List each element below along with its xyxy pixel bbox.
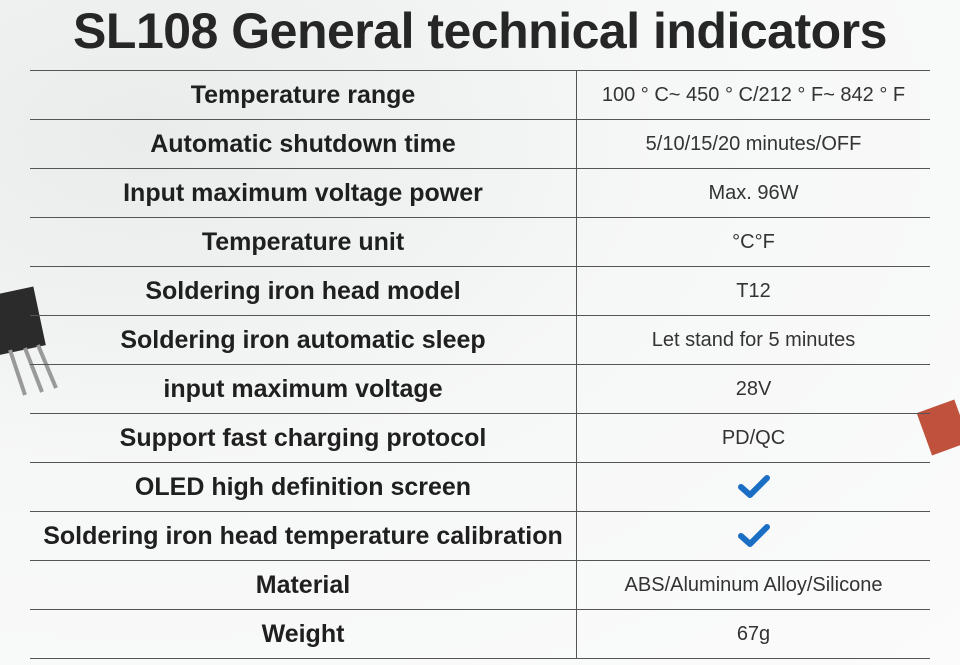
table-row: Material ABS/Aluminum Alloy/Silicone (30, 561, 930, 610)
row-value: T12 (736, 279, 771, 302)
row-value: ABS/Aluminum Alloy/Silicone (624, 573, 883, 596)
row-label: Temperature unit (30, 218, 577, 266)
table-row: OLED high definition screen (30, 463, 930, 512)
table-row: Support fast charging protocol PD/QC (30, 414, 930, 463)
check-icon (737, 524, 770, 547)
table-row: Weight 67g (30, 610, 930, 659)
spec-table: Temperature range 100 ° C~ 450 ° C/212 ° … (30, 70, 930, 659)
table-row: input maximum voltage 28V (30, 365, 930, 414)
row-label: Input maximum voltage power (30, 169, 577, 217)
title: SL108 General technical indicators (73, 3, 887, 59)
row-label: input maximum voltage (30, 365, 577, 413)
table-row: Input maximum voltage power Max. 96W (30, 169, 930, 218)
row-label: Soldering iron automatic sleep (30, 316, 577, 364)
row-value: °C°F (732, 230, 775, 253)
table-row: Temperature range 100 ° C~ 450 ° C/212 ° … (30, 71, 930, 120)
row-label: Soldering iron head temperature calibrat… (30, 512, 577, 560)
row-value: 5/10/15/20 minutes/OFF (645, 132, 862, 155)
table-row: Temperature unit °C°F (30, 218, 930, 267)
row-label: Material (30, 561, 577, 609)
row-value (577, 512, 930, 560)
row-value: PD/QC (721, 426, 786, 449)
table-row: Automatic shutdown time 5/10/15/20 minute… (30, 120, 930, 169)
row-label: Automatic shutdown time (30, 120, 577, 168)
row-label: Support fast charging protocol (30, 414, 577, 462)
transistor-image (0, 286, 58, 396)
row-value: 100 ° C~ 450 ° C/212 ° F~ 842 ° F (601, 83, 906, 106)
row-label: OLED high definition screen (30, 463, 577, 511)
row-value: 28V (735, 377, 772, 400)
table-row: Soldering iron head temperature calibrat… (30, 512, 930, 561)
row-label: Soldering iron head model (30, 267, 577, 315)
check-icon (737, 475, 770, 498)
row-value: Let stand for 5 minutes (651, 328, 856, 351)
row-label: Weight (30, 610, 577, 658)
table-row: Soldering iron head model T12 (30, 267, 930, 316)
row-value (577, 463, 930, 511)
row-value: Max. 96W (708, 181, 799, 204)
row-label: Temperature range (30, 71, 577, 119)
table-row: Soldering iron automatic sleep Let stand … (30, 316, 930, 365)
row-value: 67g (736, 622, 771, 645)
